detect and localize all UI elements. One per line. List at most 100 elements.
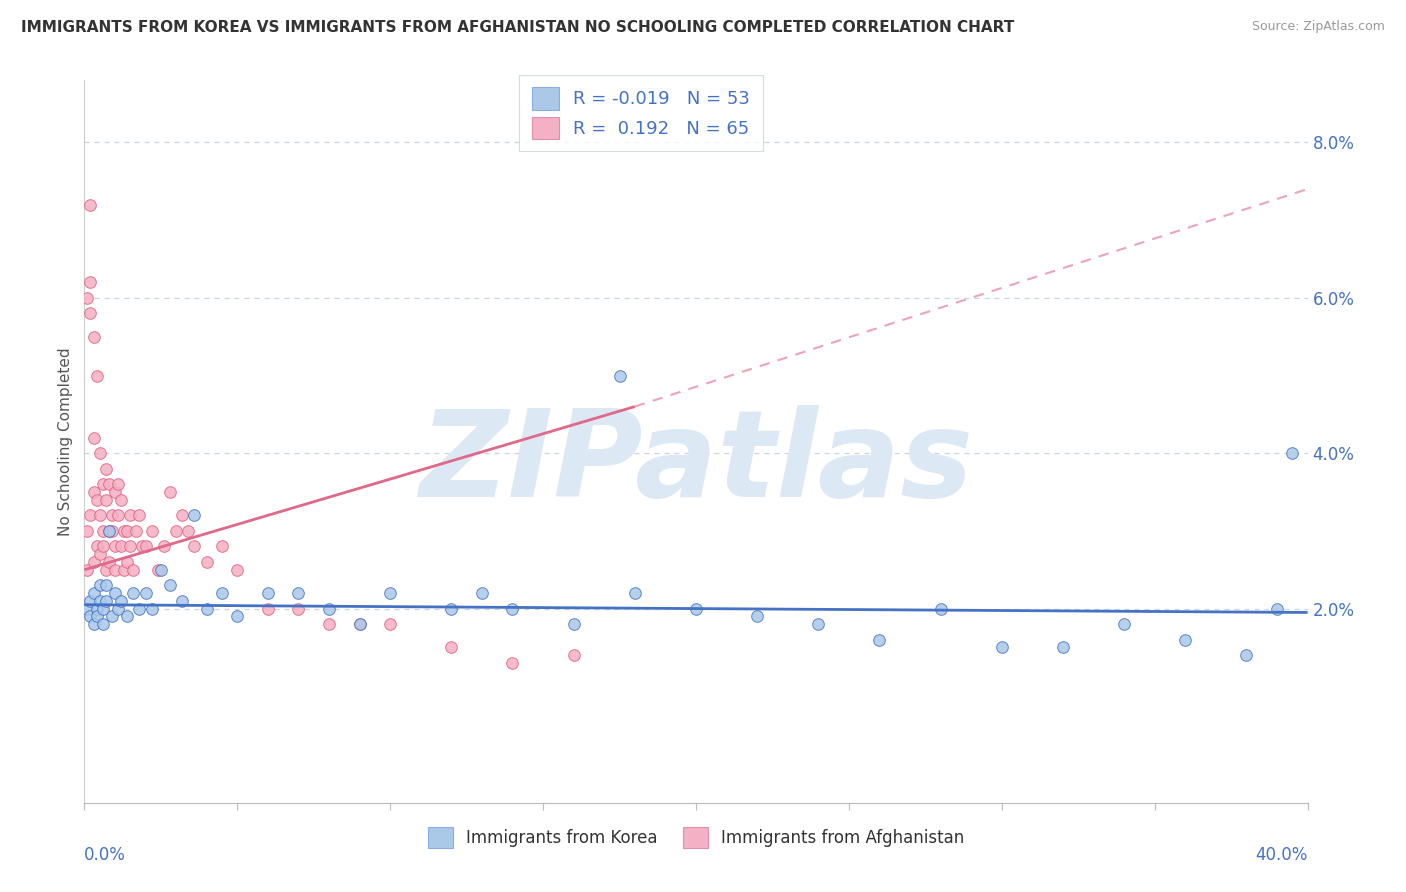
Point [122, 563, 145, 577]
Point [79, 306, 101, 320]
Point [172, 508, 194, 523]
Point [86, 601, 108, 615]
Point [991, 640, 1014, 655]
Point [195, 601, 218, 615]
Point [104, 586, 127, 600]
Point [149, 563, 172, 577]
Point [159, 578, 181, 592]
Point [94, 492, 117, 507]
Point [107, 601, 129, 615]
Point [79, 609, 101, 624]
Point [97, 555, 120, 569]
Point [624, 586, 647, 600]
Point [135, 586, 157, 600]
Point [110, 492, 132, 507]
Point [107, 477, 129, 491]
Point [86, 540, 108, 554]
Point [101, 609, 124, 624]
Point [110, 540, 132, 554]
Point [226, 609, 249, 624]
Text: IMMIGRANTS FROM KOREA VS IMMIGRANTS FROM AFGHANISTAN NO SCHOOLING COMPLETED CORR: IMMIGRANTS FROM KOREA VS IMMIGRANTS FROM… [21, 20, 1014, 35]
Point [94, 578, 117, 592]
Point [94, 563, 117, 577]
Point [86, 609, 108, 624]
Point [685, 601, 707, 615]
Point [115, 524, 138, 538]
Point [929, 601, 952, 615]
Point [107, 508, 129, 523]
Point [159, 485, 181, 500]
Point [440, 640, 463, 655]
Point [318, 601, 340, 615]
Text: Source: ZipAtlas.com: Source: ZipAtlas.com [1251, 20, 1385, 33]
Point [125, 524, 148, 538]
Point [195, 555, 218, 569]
Legend: Immigrants from Korea, Immigrants from Afghanistan: Immigrants from Korea, Immigrants from A… [419, 819, 973, 856]
Point [91, 540, 114, 554]
Point [86, 368, 108, 383]
Point [120, 540, 142, 554]
Point [83, 617, 105, 632]
Point [869, 632, 891, 647]
Point [1281, 446, 1303, 460]
Point [183, 508, 205, 523]
Point [122, 586, 145, 600]
Point [83, 431, 105, 445]
Point [380, 617, 402, 632]
Point [172, 594, 194, 608]
Point [89, 547, 111, 561]
Point [128, 601, 150, 615]
Point [135, 540, 157, 554]
Point [349, 617, 371, 632]
Point [79, 594, 101, 608]
Point [609, 368, 631, 383]
Point [97, 524, 120, 538]
Point [1236, 648, 1258, 663]
Point [104, 485, 127, 500]
Point [177, 524, 200, 538]
Point [226, 563, 249, 577]
Point [440, 601, 463, 615]
Point [83, 485, 105, 500]
Point [83, 329, 105, 343]
Point [115, 555, 138, 569]
Point [79, 197, 101, 211]
Point [89, 446, 111, 460]
Point [562, 648, 585, 663]
Point [101, 508, 124, 523]
Point [76, 291, 98, 305]
Point [747, 609, 769, 624]
Point [97, 477, 120, 491]
Point [89, 594, 111, 608]
Point [502, 601, 524, 615]
Point [165, 524, 187, 538]
Point [112, 524, 135, 538]
Point [94, 461, 117, 475]
Point [131, 540, 153, 554]
Point [89, 508, 111, 523]
Point [91, 477, 114, 491]
Point [104, 563, 127, 577]
Point [141, 601, 163, 615]
Point [471, 586, 494, 600]
Point [287, 601, 309, 615]
Point [502, 656, 524, 670]
Point [91, 524, 114, 538]
Point [120, 508, 142, 523]
Point [141, 524, 163, 538]
Point [112, 563, 135, 577]
Point [91, 601, 114, 615]
Point [101, 524, 124, 538]
Point [183, 540, 205, 554]
Point [1174, 632, 1197, 647]
Y-axis label: No Schooling Completed: No Schooling Completed [58, 347, 73, 536]
Point [257, 601, 280, 615]
Text: 0.0%: 0.0% [84, 847, 127, 864]
Point [83, 586, 105, 600]
Point [562, 617, 585, 632]
Point [128, 508, 150, 523]
Point [86, 492, 108, 507]
Point [1265, 601, 1288, 615]
Point [76, 524, 98, 538]
Point [91, 617, 114, 632]
